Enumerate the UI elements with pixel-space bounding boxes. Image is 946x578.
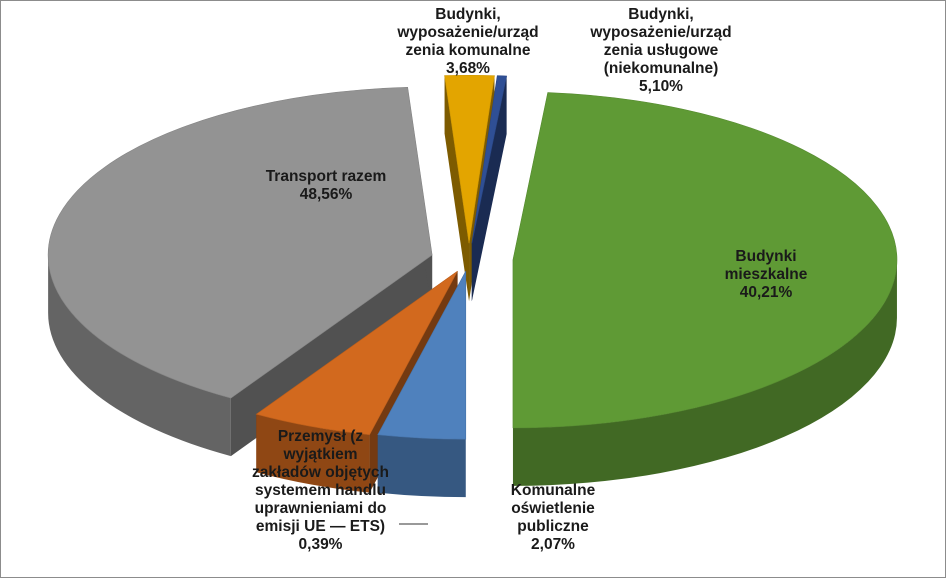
label-line: wyjątkiem [283,446,358,463]
slice-rim [377,434,466,498]
label-line: Budynki, [435,6,501,23]
slice-rim [256,414,370,493]
label-budynki-mieszkalne: Budynki mieszkalne 40,21% [701,248,831,302]
pie-slice [512,92,898,486]
label-line: wyposażenie/urząd [590,24,732,41]
pie-slice [471,75,508,302]
label-value: 5,10% [639,78,683,95]
label-przemysl: Przemysł (z wyjątkiem zakładów objętych … [228,428,413,554]
label-line: uprawnieniami do [254,500,387,517]
label-line: zenia usługowe [603,42,719,59]
label-line: Komunalne [510,482,596,499]
label-line: zenia komunalne [405,42,531,59]
label-line: systemem handlu [255,482,386,499]
label-value: 0,39% [298,536,343,553]
label-value: 2,07% [531,536,575,553]
label-oswietlenie: Komunalne oświetlenie publiczne 2,07% [493,482,613,554]
label-line: wyposażenie/urząd [397,24,539,41]
label-line: oświetlenie [511,500,595,517]
slice-rim [512,259,897,486]
label-value: 40,21% [739,284,793,301]
slice-top [471,75,508,244]
label-transport: Transport razem 48,56% [241,168,411,204]
slice-top [444,74,495,244]
label-line: mieszkalne [724,266,808,283]
label-budynki-komunalne: Budynki, wyposażenie/urząd zenia komunal… [373,6,563,78]
slice-top [47,87,433,399]
pie-slice [377,271,467,498]
label-value: 3,68% [446,60,490,77]
slice-wall [444,75,470,302]
label-value: 48,56% [299,186,353,203]
label-line: zakładów objętych [252,464,389,481]
slice-wall [471,75,507,302]
label-line: emisji UE — ETS) [255,518,386,535]
label-line: (niekomunalne) [603,60,719,77]
label-line: Transport razem [265,168,387,185]
slice-top [512,92,898,429]
label-line: publiczne [517,518,589,535]
label-line: Budynki [735,248,797,265]
label-line: Przemysł (z [277,428,364,445]
slice-top [255,270,458,435]
slice-rim [48,254,231,457]
slice-top [377,271,467,440]
label-line: Budynki, [628,6,694,23]
label-budynki-uslugowe: Budynki, wyposażenie/urząd zenia usługow… [561,6,761,96]
